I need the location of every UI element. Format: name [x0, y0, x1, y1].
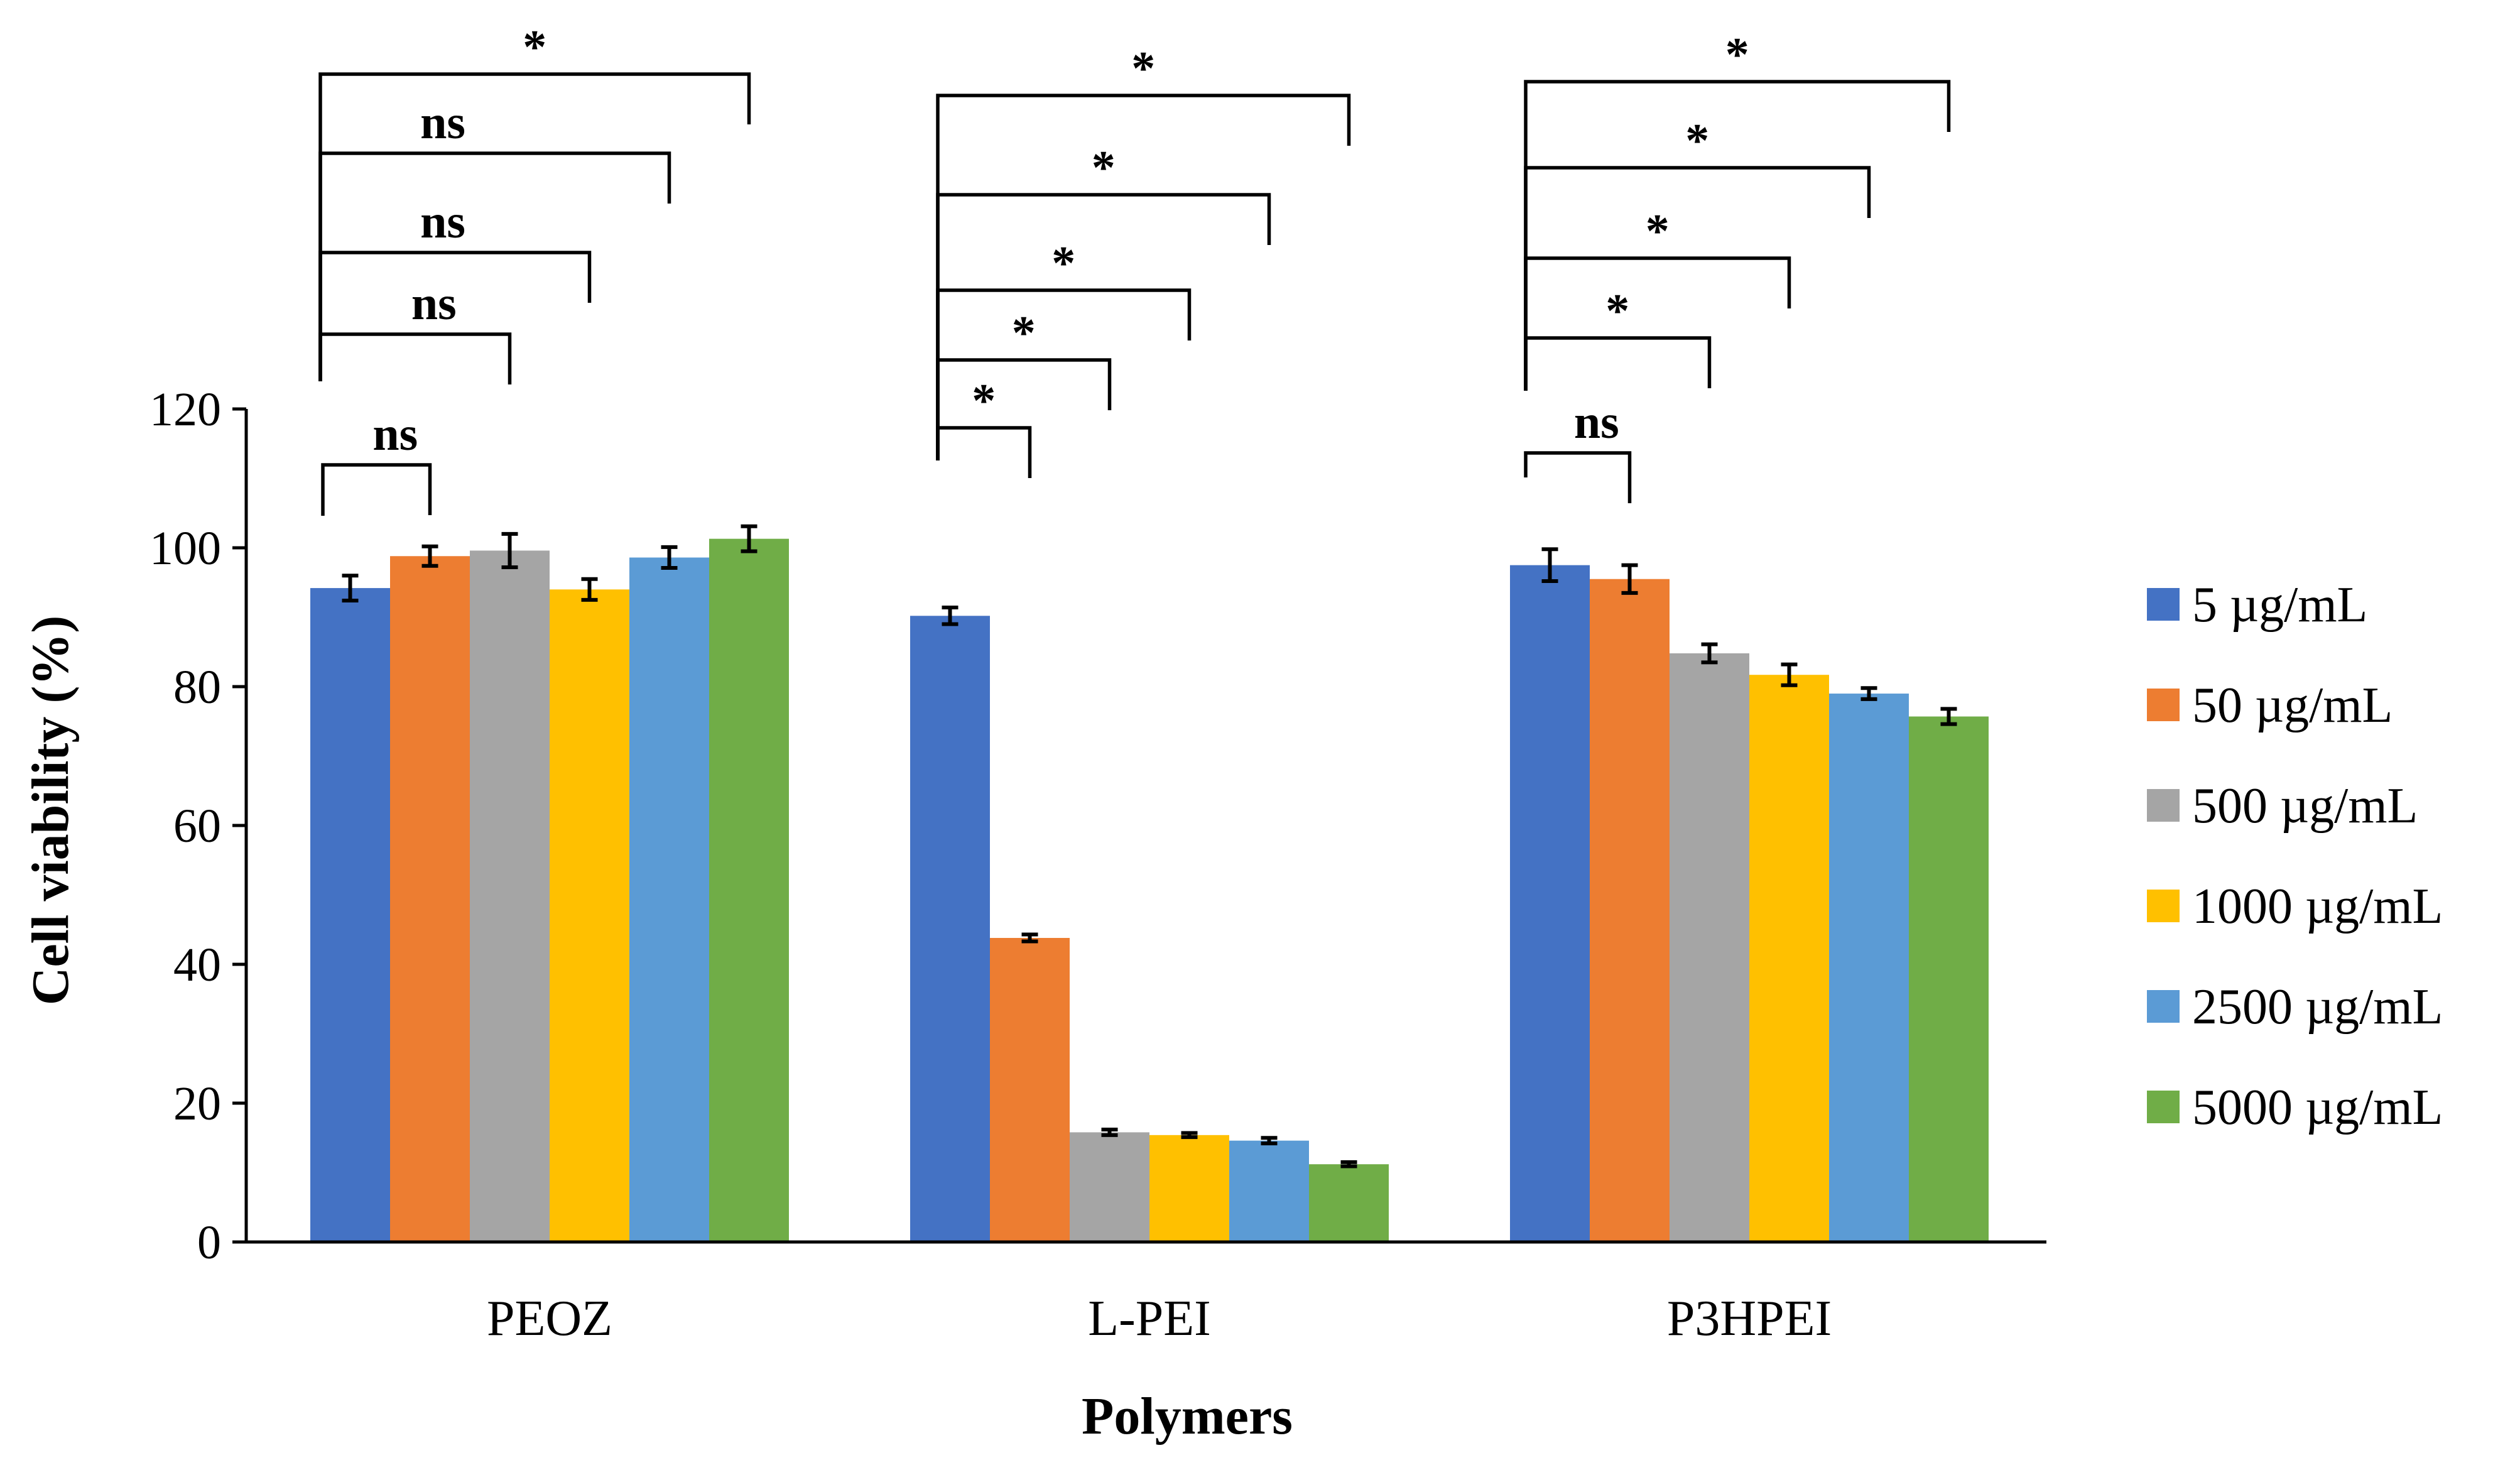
bar [1829, 694, 1909, 1242]
significance-label: ns [1574, 396, 1619, 449]
bar [550, 589, 629, 1242]
y-axis-title: Cell viability (%) [21, 616, 80, 1006]
significance-label: * [523, 21, 546, 74]
significance-bracket [936, 358, 1112, 460]
x-tick-label: L-PEI [1088, 1291, 1211, 1346]
bar [1229, 1140, 1309, 1242]
significance-bracket [1524, 256, 1791, 391]
legend-swatch [2147, 588, 2180, 621]
legend-swatch [2147, 689, 2180, 721]
significance-bracket [1524, 166, 1871, 391]
significance-bracket [318, 72, 751, 381]
y-tick-label: 100 [149, 522, 221, 575]
significance-bracket [1524, 336, 1712, 391]
significance-label: * [1051, 237, 1075, 290]
bar [1510, 565, 1590, 1242]
axes: 0 20 40 60 80 100 120 PEOZ L-PEI P3HPEI [149, 383, 2046, 1346]
significance-bracket [1524, 80, 1951, 391]
legend-label: 50 µg/mL [2192, 678, 2392, 733]
significance-bracket [936, 94, 1351, 460]
significance-bracket [1524, 451, 1632, 503]
legend-label: 5000 µg/mL [2192, 1080, 2443, 1135]
significance-label: * [972, 374, 996, 427]
significance-brackets: ns ns ns ns * * * * * * ns * * * * [318, 21, 1951, 516]
significance-bracket [318, 332, 512, 384]
legend-swatch [2147, 890, 2180, 922]
legend-swatch [2147, 990, 2180, 1023]
x-axis-title: Polymers [1082, 1387, 1293, 1446]
y-tick-label: 60 [173, 800, 221, 852]
x-tick-label: PEOZ [487, 1291, 612, 1346]
significance-label: * [1685, 114, 1709, 167]
legend-swatch [2147, 789, 2180, 822]
significance-label: ns [420, 96, 465, 149]
legend: 5 µg/mL 50 µg/mL 500 µg/mL 1000 µg/mL 2500 µ… [2147, 577, 2443, 1135]
bar [1909, 716, 1989, 1242]
y-tick-label: 80 [173, 661, 221, 714]
significance-label: * [1012, 307, 1036, 359]
bar [1149, 1135, 1229, 1242]
significance-bracket [321, 463, 432, 516]
bar [1749, 675, 1829, 1242]
bar [990, 938, 1070, 1242]
significance-label: * [1605, 285, 1629, 337]
bar [1670, 653, 1749, 1242]
significance-label: * [1646, 205, 1670, 258]
y-tick-label: 20 [173, 1077, 221, 1130]
bar [1309, 1164, 1389, 1242]
bar [470, 550, 550, 1243]
bar [709, 538, 789, 1242]
bar [1070, 1132, 1149, 1242]
legend-label: 2500 µg/mL [2192, 979, 2443, 1035]
bar [910, 616, 990, 1242]
significance-label: * [1725, 28, 1749, 81]
significance-label: ns [372, 408, 418, 460]
bar [390, 556, 470, 1242]
significance-bracket [318, 151, 671, 381]
bar-series [310, 524, 1989, 1243]
legend-swatch [2147, 1091, 2180, 1123]
significance-label: ns [411, 277, 457, 330]
y-tick-label: 40 [173, 939, 221, 991]
significance-bracket [936, 426, 1032, 478]
x-tick-label: P3HPEI [1667, 1291, 1832, 1346]
significance-label: * [1092, 141, 1116, 194]
bar [310, 588, 390, 1242]
legend-label: 5 µg/mL [2192, 577, 2367, 633]
y-tick-label: 120 [149, 383, 221, 436]
bar [1590, 579, 1670, 1242]
y-tick-label: 0 [197, 1216, 221, 1269]
significance-label: * [1131, 42, 1155, 95]
significance-label: ns [420, 195, 465, 248]
legend-label: 1000 µg/mL [2192, 879, 2443, 934]
bar [629, 557, 709, 1242]
legend-label: 500 µg/mL [2192, 778, 2418, 834]
